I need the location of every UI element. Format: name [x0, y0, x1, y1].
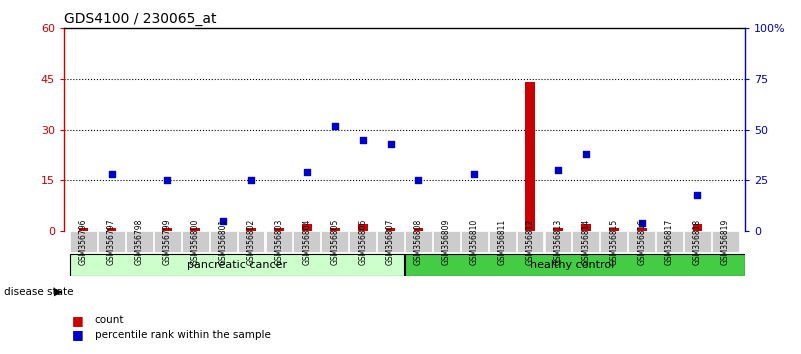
Bar [330, 228, 340, 231]
Point [244, 178, 257, 183]
Text: GSM356800: GSM356800 [191, 218, 199, 265]
Text: GSM356796: GSM356796 [79, 218, 88, 265]
Point [635, 220, 648, 226]
Point [412, 178, 425, 183]
Bar [609, 228, 618, 231]
FancyBboxPatch shape [154, 231, 181, 252]
Text: ▶: ▶ [54, 287, 63, 297]
Text: GDS4100 / 230065_at: GDS4100 / 230065_at [64, 12, 216, 26]
FancyBboxPatch shape [70, 231, 97, 252]
Text: pancreatic cancer: pancreatic cancer [187, 260, 287, 270]
Point [691, 192, 704, 198]
Bar [553, 228, 563, 231]
FancyBboxPatch shape [210, 231, 236, 252]
Text: GSM356816: GSM356816 [637, 219, 646, 265]
Point [300, 170, 313, 175]
Bar [191, 228, 200, 231]
Bar [413, 228, 424, 231]
FancyBboxPatch shape [405, 253, 745, 276]
Bar [693, 224, 702, 231]
Text: count: count [95, 315, 124, 325]
FancyBboxPatch shape [349, 231, 376, 252]
FancyBboxPatch shape [628, 231, 655, 252]
FancyBboxPatch shape [601, 231, 627, 252]
Text: GSM356817: GSM356817 [665, 219, 674, 265]
FancyBboxPatch shape [98, 231, 125, 252]
FancyBboxPatch shape [517, 231, 543, 252]
FancyBboxPatch shape [405, 231, 432, 252]
Point [552, 167, 565, 173]
FancyBboxPatch shape [321, 231, 348, 252]
Bar [525, 82, 535, 231]
Text: ■: ■ [72, 314, 84, 327]
FancyBboxPatch shape [266, 231, 292, 252]
Text: GSM356809: GSM356809 [442, 218, 451, 265]
FancyBboxPatch shape [126, 231, 153, 252]
Bar [358, 224, 368, 231]
Text: GSM356804: GSM356804 [302, 218, 312, 265]
Text: percentile rank within the sample: percentile rank within the sample [95, 330, 271, 339]
Text: GSM356801: GSM356801 [219, 219, 227, 265]
Text: GSM356812: GSM356812 [525, 219, 534, 265]
Text: GSM356819: GSM356819 [721, 219, 730, 265]
FancyBboxPatch shape [70, 253, 404, 276]
Bar [107, 228, 116, 231]
Point [384, 141, 397, 147]
Bar [246, 228, 256, 231]
Bar [78, 228, 88, 231]
Point [468, 171, 481, 177]
Text: GSM356799: GSM356799 [163, 218, 172, 265]
Point [161, 178, 174, 183]
FancyBboxPatch shape [573, 231, 599, 252]
Bar [385, 228, 396, 231]
FancyBboxPatch shape [461, 231, 488, 252]
Text: GSM356803: GSM356803 [275, 218, 284, 265]
Text: disease state: disease state [4, 287, 74, 297]
FancyBboxPatch shape [656, 231, 683, 252]
Text: GSM356813: GSM356813 [553, 219, 562, 265]
FancyBboxPatch shape [684, 231, 711, 252]
Text: GSM356798: GSM356798 [135, 218, 144, 265]
Text: GSM356811: GSM356811 [497, 219, 507, 265]
Text: GSM356808: GSM356808 [414, 219, 423, 265]
FancyBboxPatch shape [377, 231, 404, 252]
Text: ■: ■ [72, 328, 84, 341]
Text: GSM356807: GSM356807 [386, 218, 395, 265]
Text: GSM356805: GSM356805 [330, 218, 340, 265]
Point [217, 218, 230, 224]
Point [105, 171, 118, 177]
Bar [581, 224, 591, 231]
Bar [302, 224, 312, 231]
FancyBboxPatch shape [433, 231, 460, 252]
FancyBboxPatch shape [545, 231, 571, 252]
FancyBboxPatch shape [293, 231, 320, 252]
Bar [637, 228, 646, 231]
Text: GSM356802: GSM356802 [247, 219, 256, 265]
Text: GSM356806: GSM356806 [358, 218, 367, 265]
FancyBboxPatch shape [712, 231, 739, 252]
Bar [163, 228, 172, 231]
Text: GSM356814: GSM356814 [582, 219, 590, 265]
Text: GSM356797: GSM356797 [107, 218, 116, 265]
FancyBboxPatch shape [489, 231, 516, 252]
Point [579, 151, 592, 157]
FancyBboxPatch shape [182, 231, 208, 252]
Point [356, 137, 369, 143]
Text: GSM356815: GSM356815 [610, 219, 618, 265]
Bar [274, 228, 284, 231]
FancyBboxPatch shape [238, 231, 264, 252]
Text: GSM356818: GSM356818 [693, 219, 702, 265]
Text: GSM356810: GSM356810 [469, 219, 479, 265]
Point [328, 123, 341, 129]
Text: healthy control: healthy control [529, 260, 614, 270]
